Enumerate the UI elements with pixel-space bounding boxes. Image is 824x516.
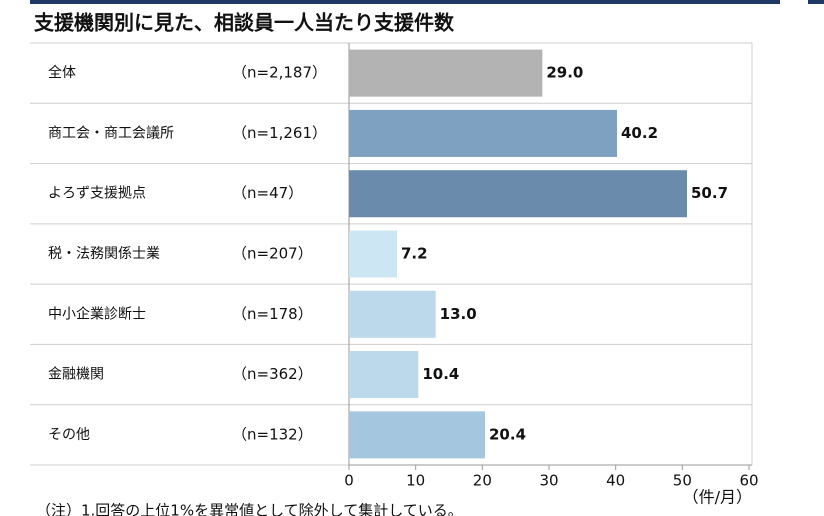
- bar: [349, 411, 485, 459]
- sample-size: （n=1,261）: [232, 124, 327, 142]
- category-label: 中小企業診断士: [48, 305, 146, 322]
- sample-size: （n=207）: [232, 245, 313, 263]
- x-tick-label: 0: [344, 472, 354, 490]
- category-label: 商工会・商工会議所: [48, 124, 174, 141]
- value-label: 13.0: [440, 305, 477, 323]
- value-label: 20.4: [489, 425, 526, 443]
- bar: [349, 49, 543, 97]
- category-label: よろず支援拠点: [48, 186, 146, 202]
- x-unit: （件/月）: [683, 488, 752, 507]
- value-label: 10.4: [422, 365, 459, 383]
- header-rule: [808, 0, 824, 4]
- bar: [349, 230, 397, 278]
- category-label: 全体: [48, 64, 76, 81]
- value-label: 29.0: [546, 64, 583, 82]
- sample-size: （n=47）: [232, 184, 303, 202]
- x-tick-label: 40: [606, 472, 625, 490]
- category-label: 金融機関: [48, 367, 104, 383]
- value-label: 50.7: [691, 184, 728, 202]
- x-tick-label: 50: [673, 472, 692, 490]
- x-tick-label: 30: [539, 472, 558, 490]
- value-label: 7.2: [401, 245, 428, 263]
- x-tick-label: 60: [739, 472, 758, 490]
- x-tick-label: 10: [406, 472, 425, 490]
- bar: [349, 109, 617, 157]
- chart-title: 支援機関別に見た、相談員一人当たり支援件数: [34, 11, 455, 35]
- bar: [349, 290, 436, 338]
- sample-size: （n=178）: [232, 305, 313, 323]
- category-label: その他: [48, 427, 90, 443]
- sample-size: （n=362）: [232, 365, 313, 383]
- note: （注）1.回答の上位1%を異常値として除外して集計している。: [36, 502, 463, 516]
- x-tick-label: 20: [473, 472, 492, 490]
- bar: [349, 170, 687, 218]
- sample-size: （n=2,187）: [232, 64, 327, 82]
- value-label: 40.2: [621, 124, 658, 142]
- bar: [349, 351, 419, 399]
- category-label: 税・法務関係士業: [48, 246, 160, 262]
- sample-size: （n=132）: [232, 425, 313, 443]
- header-rule: [30, 0, 780, 4]
